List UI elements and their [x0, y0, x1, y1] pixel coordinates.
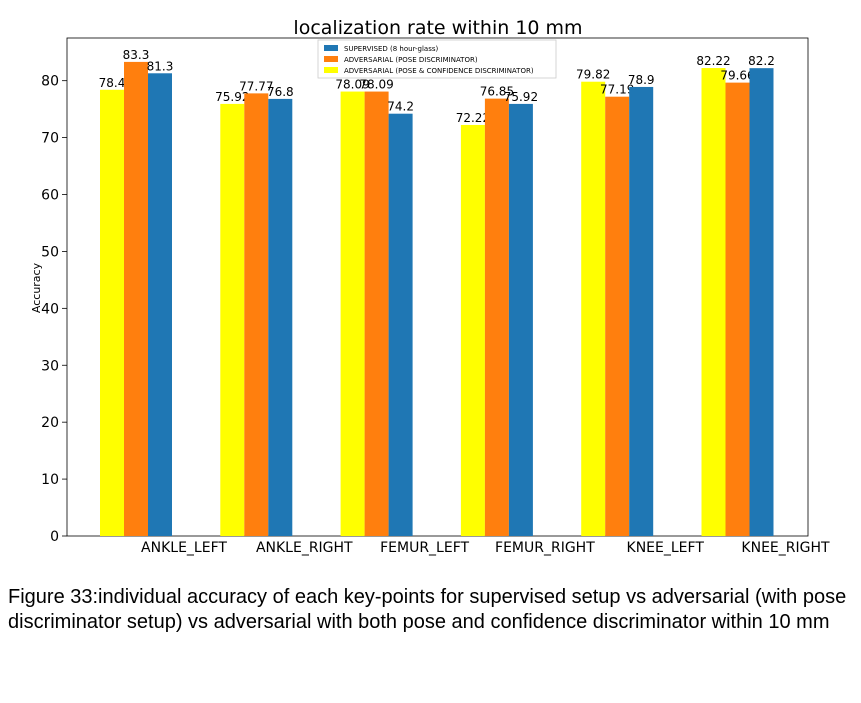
legend-entry-label: ADVERSARIAL (POSE DISCRIMINATOR): [344, 56, 478, 64]
x-tick-label: KNEE_LEFT: [627, 540, 705, 556]
y-tick-label: 80: [41, 74, 59, 90]
data-label: 77.77: [239, 79, 273, 93]
bar: [725, 82, 750, 537]
y-tick-label: 20: [41, 415, 59, 431]
data-label: 83.3: [123, 48, 150, 62]
bar: [388, 113, 413, 537]
figure-caption: Figure 33:individual accuracy of each ke…: [8, 586, 847, 633]
legend-box: [317, 39, 557, 79]
legend-swatch: [324, 67, 338, 73]
bar: [244, 93, 269, 537]
data-label: 82.22: [696, 54, 730, 68]
y-tick-label: 10: [41, 472, 59, 488]
data-label: 76.85: [480, 85, 514, 99]
chart-title: localization rate within 10 mm: [293, 17, 582, 39]
plot-frame: [66, 37, 809, 537]
bar: [100, 89, 124, 537]
x-tick-label: KNEE_RIGHT: [741, 540, 830, 556]
data-label: 82.2: [748, 54, 775, 68]
data-label: 76.8: [267, 85, 294, 99]
legend-swatch: [324, 45, 338, 51]
bar-chart: localization rate within 10 mm Accuracy …: [30, 17, 830, 556]
legend-entry-label: ADVERSARIAL (POSE & CONFIDENCE DISCRIMIN…: [344, 67, 534, 75]
data-label: 75.92: [504, 90, 538, 104]
legend: SUPERVISED (8 hour-glass) ADVERSARIAL (PO…: [317, 39, 557, 79]
bar: [701, 68, 726, 536]
bar: [340, 91, 365, 537]
x-tick-label: FEMUR_LEFT: [380, 540, 469, 556]
data-label: 78.4: [99, 76, 126, 90]
legend-entry-label: SUPERVISED (8 hour-glass): [344, 45, 439, 53]
bar: [460, 124, 485, 536]
y-tick-label: 70: [41, 131, 59, 147]
bar: [581, 81, 606, 536]
bar: [484, 98, 509, 537]
y-tick-label: 0: [50, 529, 59, 545]
y-axis-label: Accuracy: [30, 262, 43, 313]
y-tick-label: 30: [41, 358, 59, 374]
data-label: 77.19: [600, 83, 634, 97]
data-label: 75.92: [215, 90, 249, 104]
x-tick-label: FEMUR_RIGHT: [495, 540, 595, 556]
data-label: 78.9: [628, 73, 655, 87]
bar: [148, 73, 172, 536]
plot-area: 0 10 20 30 40 50 60 70 80 78.4 83.381.3 ANKLE_LEFT 7…: [41, 37, 830, 556]
data-label: 79.66: [720, 69, 754, 83]
data-label: 81.3: [147, 59, 174, 73]
x-tick-label: ANKLE_LEFT: [141, 540, 227, 556]
bar: [508, 103, 533, 537]
bar: [605, 96, 630, 537]
data-label: 79.82: [576, 68, 610, 82]
data-label: 74.2: [387, 100, 414, 114]
bar: [749, 68, 774, 536]
bar: [629, 86, 654, 536]
y-tick-label: 40: [41, 301, 59, 317]
x-tick-label: ANKLE_RIGHT: [256, 540, 353, 556]
y-tick-label: 50: [41, 244, 59, 260]
legend-swatch: [324, 56, 338, 62]
bar: [220, 103, 245, 537]
bar: [124, 61, 148, 537]
data-label: 78.09: [359, 78, 393, 92]
y-tick-label: 60: [41, 188, 59, 204]
bar: [364, 91, 389, 537]
bar: [268, 98, 293, 536]
data-label: 72.22: [456, 111, 490, 125]
data-label: 78.09: [335, 78, 369, 92]
